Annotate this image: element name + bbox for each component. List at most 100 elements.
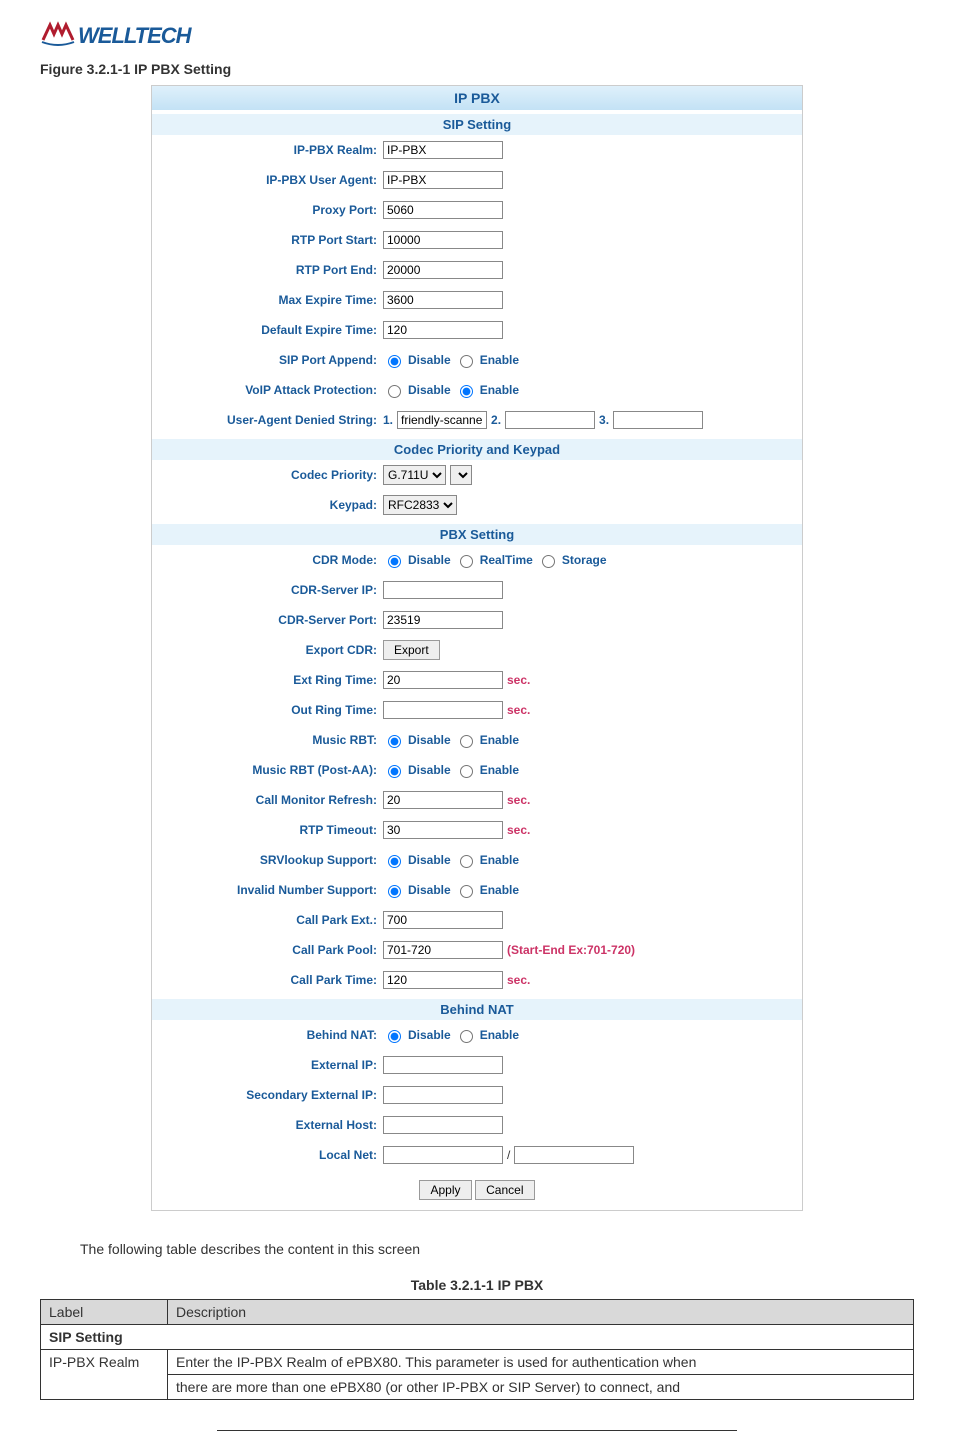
cdrport-label: CDR-Server Port: [152, 613, 383, 627]
codec-section-header: Codec Priority and Keypad [152, 439, 802, 460]
ip-pbx-panel: IP PBX SIP Setting IP-PBX Realm: IP-PBX … [151, 85, 803, 1211]
table-caption: Table 3.2.1-1 IP PBX [40, 1277, 914, 1293]
max-expire-input[interactable] [383, 291, 503, 309]
invnum-enable-radio[interactable] [460, 885, 473, 898]
srv-disable-radio[interactable] [388, 855, 401, 868]
musicrbt-enable-radio[interactable] [460, 735, 473, 748]
table-section-sip: SIP Setting [41, 1325, 914, 1350]
cdrmode-realtime-radio[interactable] [460, 555, 473, 568]
behind-nat-label: Behind NAT: [152, 1028, 383, 1042]
disable-label: Disable [408, 353, 451, 367]
uadeny-3-prefix: 3. [599, 413, 609, 427]
localnet-input-1[interactable] [383, 1146, 503, 1164]
codec-priority-select-2[interactable] [450, 465, 472, 485]
cancel-button[interactable]: Cancel [475, 1180, 534, 1200]
realm-label: IP-PBX Realm: [152, 143, 383, 157]
cdrserver-input[interactable] [383, 581, 503, 599]
cdrmode-storage-radio[interactable] [542, 555, 555, 568]
cdrmode-disable-radio[interactable] [388, 555, 401, 568]
sec-unit: sec. [507, 793, 530, 807]
rtp-start-label: RTP Port Start: [152, 233, 383, 247]
cdrport-input[interactable] [383, 611, 503, 629]
postaa-enable-radio[interactable] [460, 765, 473, 778]
panel-title: IP PBX [152, 86, 802, 110]
uadeny-label: User-Agent Denied String: [152, 413, 383, 427]
ua-input[interactable] [383, 171, 503, 189]
musicrbt-label: Music RBT: [152, 733, 383, 747]
sip-append-disable-radio[interactable] [388, 355, 401, 368]
keypad-select[interactable]: RFC2833 [383, 495, 457, 515]
sec-unit: sec. [507, 703, 530, 717]
parkpool-input[interactable] [383, 941, 503, 959]
uadeny-3-input[interactable] [613, 411, 703, 429]
cdrmode-label: CDR Mode: [152, 553, 383, 567]
parkext-input[interactable] [383, 911, 503, 929]
enable-label: Enable [480, 383, 519, 397]
enable-label: Enable [480, 763, 519, 777]
figure-caption: Figure 3.2.1-1 IP PBX Setting [40, 61, 914, 77]
export-button[interactable]: Export [383, 640, 440, 660]
rtp-start-input[interactable] [383, 231, 503, 249]
musicrbt-disable-radio[interactable] [388, 735, 401, 748]
footer-divider [217, 1430, 737, 1431]
extring-label: Ext Ring Time: [152, 673, 383, 687]
srv-enable-radio[interactable] [460, 855, 473, 868]
proxy-port-label: Proxy Port: [152, 203, 383, 217]
codec-priority-select[interactable]: G.711U [383, 465, 446, 485]
rtp-end-input[interactable] [383, 261, 503, 279]
monitor-input[interactable] [383, 791, 503, 809]
realtime-label: RealTime [480, 553, 533, 567]
logo: WELLTECH [40, 20, 914, 51]
outring-input[interactable] [383, 701, 503, 719]
rtp-end-label: RTP Port End: [152, 263, 383, 277]
disable-label: Disable [408, 763, 451, 777]
extip-input[interactable] [383, 1056, 503, 1074]
disable-label: Disable [408, 853, 451, 867]
logo-icon [40, 20, 76, 51]
table-intro-text: The following table describes the conten… [80, 1241, 914, 1257]
sip-section-header: SIP Setting [152, 114, 802, 135]
enable-label: Enable [480, 1028, 519, 1042]
sip-append-label: SIP Port Append: [152, 353, 383, 367]
storage-label: Storage [562, 553, 607, 567]
extring-input[interactable] [383, 671, 503, 689]
voip-enable-radio[interactable] [460, 385, 473, 398]
secip-label: Secondary External IP: [152, 1088, 383, 1102]
srv-label: SRVlookup Support: [152, 853, 383, 867]
disable-label: Disable [408, 553, 451, 567]
rtpto-input[interactable] [383, 821, 503, 839]
disable-label: Disable [408, 733, 451, 747]
enable-label: Enable [480, 353, 519, 367]
outring-label: Out Ring Time: [152, 703, 383, 717]
default-expire-input[interactable] [383, 321, 503, 339]
behind-nat-disable-radio[interactable] [388, 1030, 401, 1043]
sip-append-enable-radio[interactable] [460, 355, 473, 368]
apply-button[interactable]: Apply [419, 1180, 471, 1200]
uadeny-1-input[interactable] [397, 411, 487, 429]
uadeny-1-prefix: 1. [383, 413, 393, 427]
secip-input[interactable] [383, 1086, 503, 1104]
logo-text: WELLTECH [78, 23, 191, 49]
localnet-input-2[interactable] [514, 1146, 634, 1164]
postaa-disable-radio[interactable] [388, 765, 401, 778]
exthost-label: External Host: [152, 1118, 383, 1132]
keypad-label: Keypad: [152, 498, 383, 512]
table-row-label: IP-PBX Realm [41, 1350, 168, 1400]
ua-label: IP-PBX User Agent: [152, 173, 383, 187]
parktime-input[interactable] [383, 971, 503, 989]
extip-label: External IP: [152, 1058, 383, 1072]
table-header-label: Label [41, 1300, 168, 1325]
behind-nat-enable-radio[interactable] [460, 1030, 473, 1043]
default-expire-label: Default Expire Time: [152, 323, 383, 337]
voip-disable-radio[interactable] [388, 385, 401, 398]
table-row-desc-line1: Enter the IP-PBX Realm of ePBX80. This p… [168, 1350, 914, 1375]
realm-input[interactable] [383, 141, 503, 159]
export-cdr-label: Export CDR: [152, 643, 383, 657]
parkpool-label: Call Park Pool: [152, 943, 383, 957]
exthost-input[interactable] [383, 1116, 503, 1134]
invnum-disable-radio[interactable] [388, 885, 401, 898]
proxy-port-input[interactable] [383, 201, 503, 219]
monitor-label: Call Monitor Refresh: [152, 793, 383, 807]
uadeny-2-input[interactable] [505, 411, 595, 429]
localnet-label: Local Net: [152, 1148, 383, 1162]
